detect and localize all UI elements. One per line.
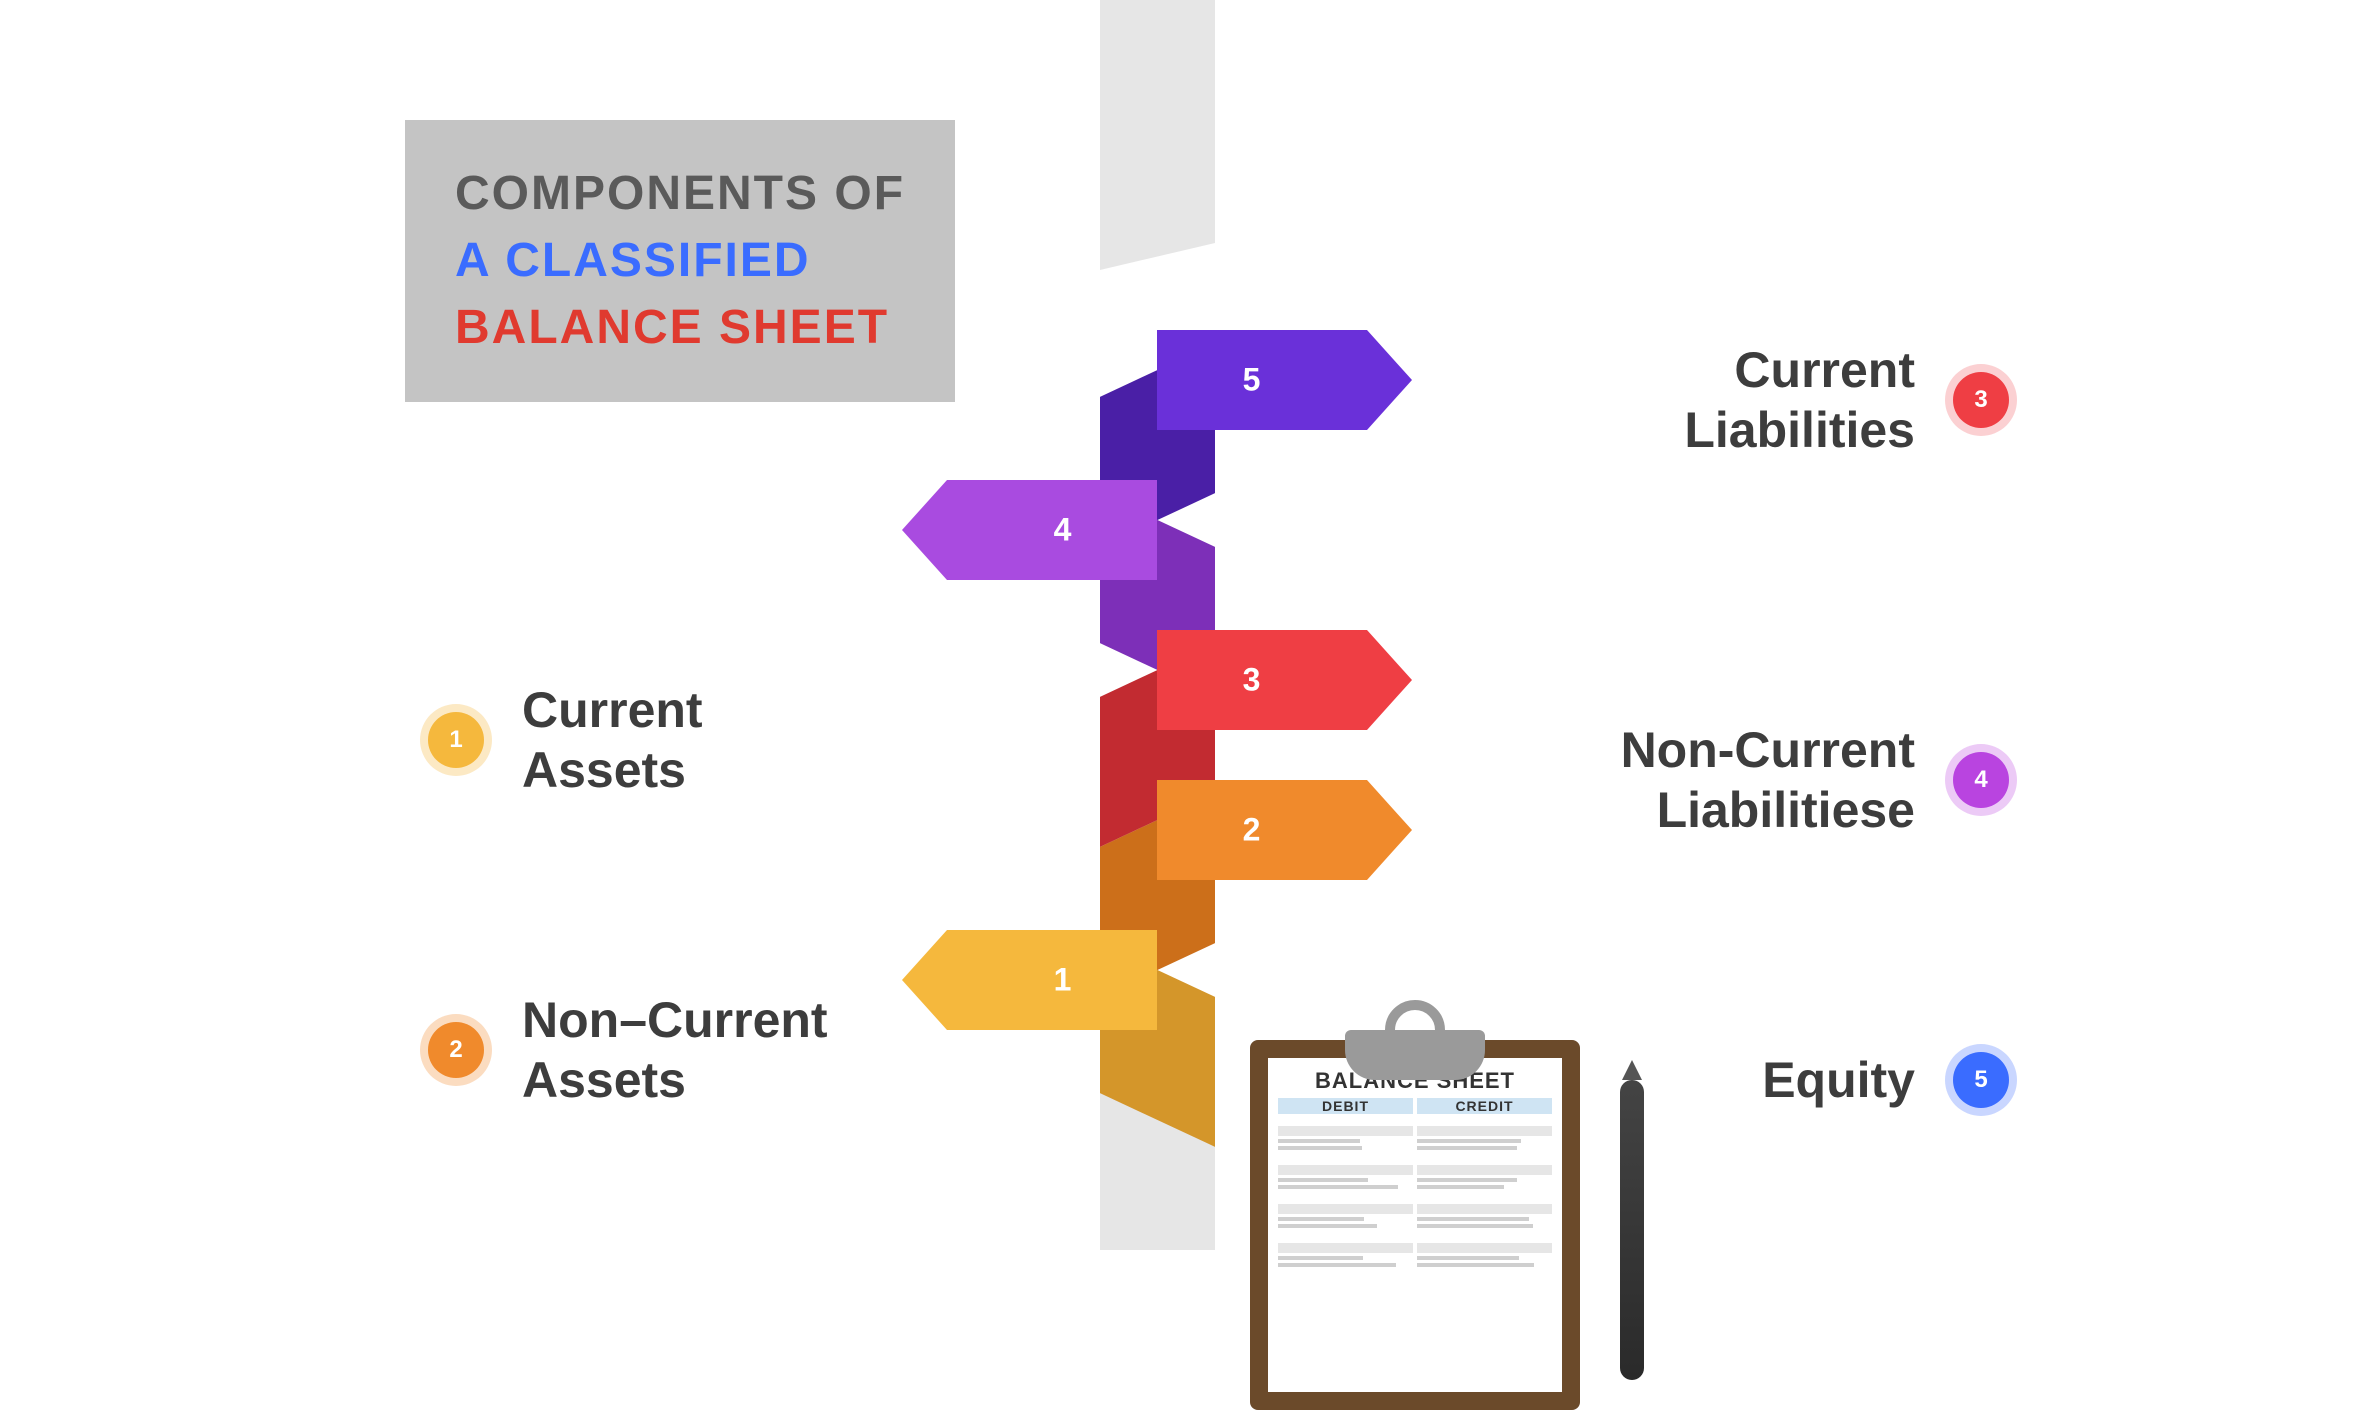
badge-halo: 1 bbox=[420, 704, 492, 776]
item-non-current-assets: 2 Non–CurrentAssets bbox=[420, 990, 828, 1110]
staircase-step-4-flat bbox=[902, 480, 1157, 580]
staircase-step-number: 1 bbox=[1054, 962, 1072, 999]
badge-1: 1 bbox=[428, 712, 484, 768]
label-current-assets: CurrentAssets bbox=[522, 680, 703, 800]
badge-5: 5 bbox=[1953, 1052, 2009, 1108]
badge-2: 2 bbox=[428, 1022, 484, 1078]
pen-icon bbox=[1620, 1080, 1644, 1380]
label-current-liabilities: CurrentLiabilities bbox=[1684, 340, 1915, 460]
staircase-step-number: 5 bbox=[1243, 362, 1261, 399]
staircase-step-2-flat bbox=[1157, 780, 1412, 880]
badge-halo: 5 bbox=[1945, 1044, 2017, 1116]
clipboard-col-debit: DEBIT bbox=[1278, 1098, 1413, 1114]
item-non-current-liabilities: Non-CurrentLiabilitiese 4 bbox=[1621, 720, 2017, 840]
item-equity: Equity 5 bbox=[1762, 1044, 2017, 1116]
title-box: Components of a Classified Balance Sheet bbox=[405, 120, 955, 402]
title-line-2: a Classified bbox=[455, 227, 905, 294]
badge-halo: 2 bbox=[420, 1014, 492, 1086]
item-current-assets: 1 CurrentAssets bbox=[420, 680, 703, 800]
item-current-liabilities: CurrentLiabilities 3 bbox=[1684, 340, 2017, 460]
clipboard-col-credit: CREDIT bbox=[1417, 1098, 1552, 1114]
staircase-step-number: 2 bbox=[1243, 812, 1261, 849]
clipboard-paper: BALANCE SHEET DEBIT CREDIT bbox=[1268, 1058, 1562, 1392]
title-line-1: Components of bbox=[455, 160, 905, 227]
label-equity: Equity bbox=[1762, 1050, 1915, 1110]
clipboard-rows bbox=[1278, 1120, 1552, 1270]
badge-halo: 3 bbox=[1945, 364, 2017, 436]
label-non-current-assets: Non–CurrentAssets bbox=[522, 990, 828, 1110]
badge-4: 4 bbox=[1953, 752, 2009, 808]
title-line-3: Balance Sheet bbox=[455, 294, 905, 361]
staircase-step-1-flat bbox=[902, 930, 1157, 1030]
badge-3: 3 bbox=[1953, 372, 2009, 428]
clipboard-col-headers: DEBIT CREDIT bbox=[1278, 1098, 1552, 1114]
staircase-step-3-flat bbox=[1157, 630, 1412, 730]
staircase-step-number: 4 bbox=[1054, 512, 1072, 549]
badge-halo: 4 bbox=[1945, 744, 2017, 816]
clipboard-icon: BALANCE SHEET DEBIT CREDIT bbox=[1250, 1010, 1580, 1410]
staircase-step-number: 3 bbox=[1243, 662, 1261, 699]
staircase-step-5-flat bbox=[1157, 330, 1412, 430]
label-non-current-liabilities: Non-CurrentLiabilitiese bbox=[1621, 720, 1915, 840]
clipboard-clip bbox=[1345, 1030, 1485, 1080]
center-column-upper bbox=[1100, 0, 1215, 270]
